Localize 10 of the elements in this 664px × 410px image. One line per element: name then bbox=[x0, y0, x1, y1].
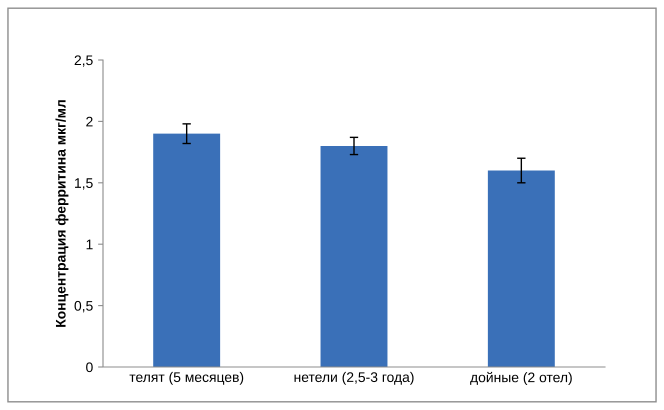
y-tick-label: 0,5 bbox=[74, 300, 93, 312]
y-axis-title: Концентрация ферритина мкг/мл bbox=[55, 100, 68, 327]
y-tick-label: 2 bbox=[86, 116, 93, 126]
x-tick-label: телят (5 месяцев) bbox=[130, 372, 244, 385]
x-tick-label: дойные (2 отел) bbox=[470, 372, 572, 386]
x-tick-label: нетели (2,5-3 года) bbox=[294, 372, 414, 385]
y-tick-label: 1,5 bbox=[75, 178, 93, 190]
y-tick-label: 0 bbox=[86, 362, 93, 372]
y-tick-label: 1 bbox=[86, 240, 93, 250]
y-tick-label: 2,5 bbox=[74, 55, 93, 67]
